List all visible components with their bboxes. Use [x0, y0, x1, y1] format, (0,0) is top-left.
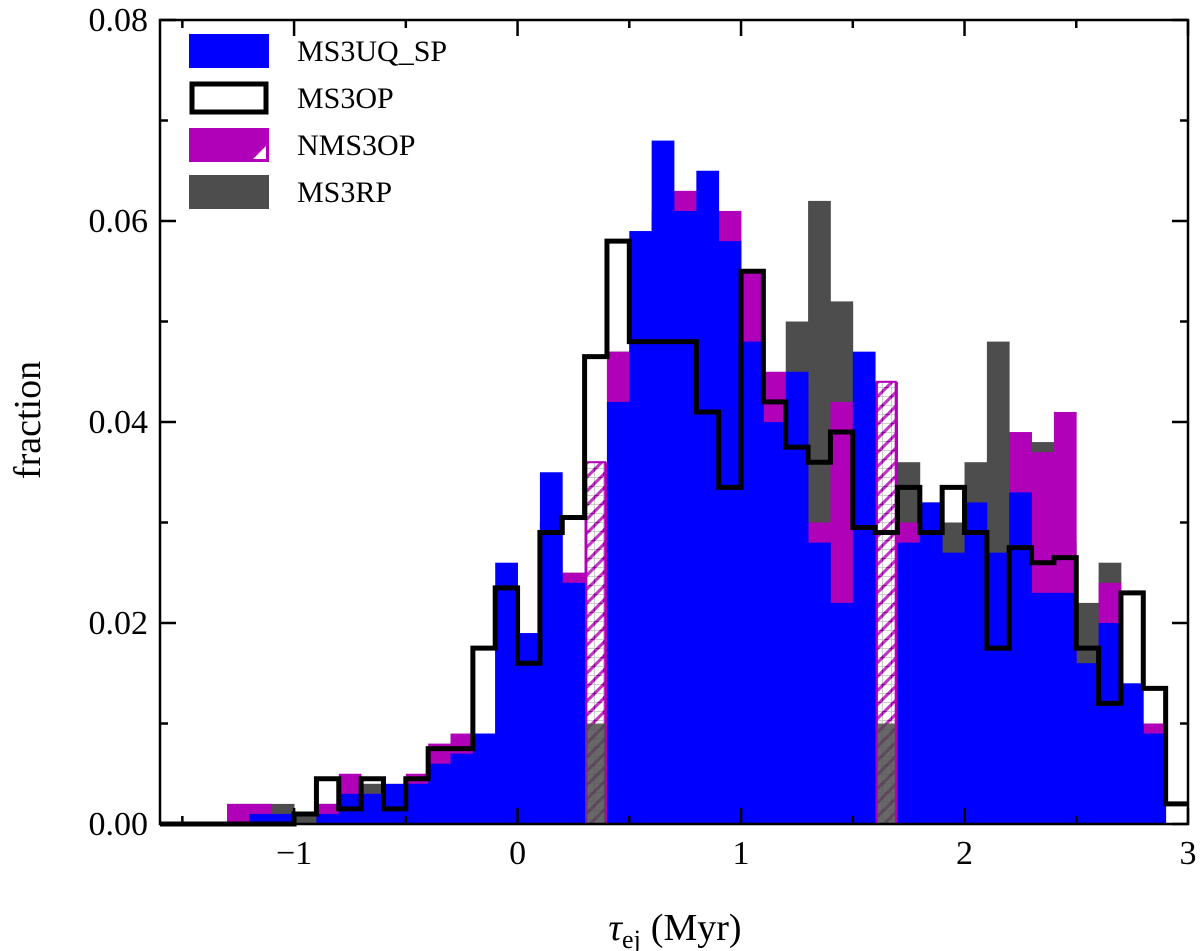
bar-MS3UQ_SP	[472, 733, 496, 824]
bar-MS3UQ_SP	[428, 763, 451, 824]
bar-MS3UQ_SP	[942, 552, 965, 824]
bar-MS3UQ_SP	[741, 341, 764, 824]
bar-MS3UQ_SP	[696, 170, 720, 824]
bar-MS3UQ_SP	[763, 422, 787, 824]
legend-label: NMS3OP	[297, 129, 415, 162]
x-tick-label: 3	[1180, 835, 1197, 872]
y-tick-label: 0.04	[89, 404, 149, 441]
y-tick-label: 0.06	[89, 203, 149, 240]
legend: MS3UQ_SP MS3OP NMS3OP MS3RP	[189, 34, 447, 209]
bar-MS3UQ_SP	[405, 783, 429, 824]
x-axis-title-symbol: τ	[608, 907, 623, 949]
y-tick-label: 0.02	[89, 605, 149, 642]
bar-MS3UQ_SP	[1031, 592, 1055, 824]
series-MS3UQ_SP	[249, 140, 1167, 825]
bar-MS3UQ_SP	[785, 371, 809, 824]
legend-swatch	[189, 175, 269, 209]
bar-MS3UQ_SP	[1009, 492, 1032, 824]
bar-MS3UQ_SP	[450, 753, 474, 824]
x-tick-label: 2	[956, 835, 973, 872]
hatched-bins	[585, 380, 897, 825]
x-axis-title-unit: (Myr)	[651, 907, 742, 949]
bar-MS3UQ_SP	[383, 783, 407, 824]
bar-MS3UQ_SP	[271, 813, 295, 824]
bar-MS3UQ_SP	[1120, 683, 1144, 824]
bar-MS3UQ_SP	[718, 241, 742, 825]
bar-MS3UQ_SP	[606, 401, 630, 824]
bar-MS3UQ_SP	[562, 582, 586, 824]
legend-item-MS3UQ_SP: MS3UQ_SP	[189, 34, 447, 68]
bar-MS3UQ_SP	[629, 231, 653, 825]
bar-MS3UQ_SP	[830, 602, 854, 824]
bar-MS3UQ_SP	[495, 562, 518, 824]
histogram-bars	[227, 140, 1167, 825]
legend-hatch-mark	[253, 146, 266, 159]
bar-MS3UQ_SP	[1076, 663, 1100, 824]
bar-MS3UQ_SP	[674, 210, 697, 824]
grey-bin-base	[586, 723, 606, 824]
x-tick-label: −1	[276, 835, 312, 872]
bar-MS3UQ_SP	[651, 140, 675, 825]
x-tick-label: 0	[509, 835, 526, 872]
bar-MS3UQ_SP	[249, 813, 273, 824]
legend-item-NMS3OP: NMS3OP	[189, 128, 415, 162]
step-line-MS3OP	[160, 238, 1188, 827]
legend-item-MS3OP: MS3OP	[189, 81, 394, 115]
legend-swatch	[189, 81, 269, 115]
bar-MS3UQ_SP	[986, 552, 1010, 824]
bar-MS3UQ_SP	[539, 472, 563, 824]
bar-MS3UQ_SP	[808, 542, 831, 824]
bar-MS3UQ_SP	[1098, 623, 1122, 824]
bar-MS3UQ_SP	[897, 542, 921, 824]
x-tick-label: 1	[733, 835, 750, 872]
bar-MS3UQ_SP	[517, 633, 541, 824]
legend-label: MS3UQ_SP	[297, 35, 447, 68]
bar-MS3UQ_SP	[361, 793, 384, 824]
grey-bin-base	[876, 723, 896, 824]
y-tick-label: 0.00	[89, 806, 149, 843]
bar-MS3UQ_SP	[1143, 733, 1167, 824]
bar-MS3UQ_SP	[964, 502, 988, 824]
y-tick-label: 0.08	[89, 2, 149, 39]
bar-MS3UQ_SP	[852, 351, 876, 824]
x-axis-title: τej (Myr)	[608, 907, 741, 951]
legend-swatch	[189, 34, 269, 68]
legend-label: MS3RP	[297, 176, 392, 209]
bar-MS3RP	[294, 813, 317, 824]
axes	[158, 18, 1190, 826]
step-lines	[160, 238, 1188, 827]
bar-MS3UQ_SP	[316, 813, 340, 824]
bar-NMS3OP	[227, 803, 250, 824]
bar-MS3UQ_SP	[919, 502, 943, 824]
legend-label: MS3OP	[297, 82, 394, 115]
tick-labels: −1 0 1 2 3 0.00 0.02 0.04 0.06 0.08	[89, 2, 1197, 872]
legend-item-MS3RP: MS3RP	[189, 175, 392, 209]
x-axis-title-subscript: ej	[622, 925, 641, 951]
bar-MS3UQ_SP	[1053, 592, 1077, 824]
y-axis-title: fraction	[7, 361, 49, 479]
